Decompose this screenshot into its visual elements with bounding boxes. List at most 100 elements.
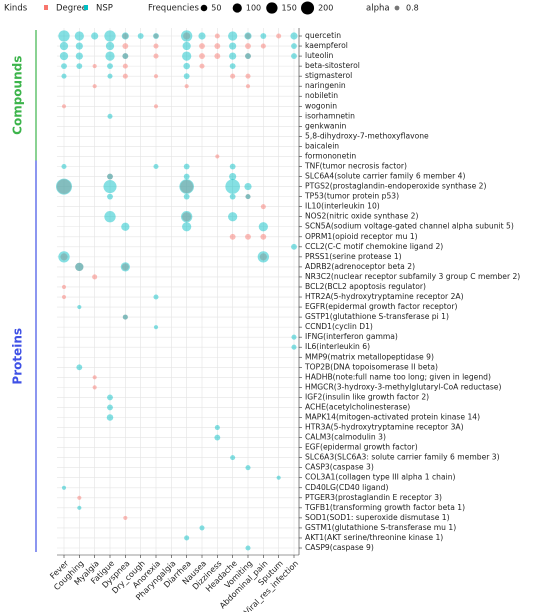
bubble	[245, 545, 251, 551]
legend-size-label: 50	[211, 4, 221, 13]
bubble	[58, 30, 70, 42]
bubble	[121, 263, 129, 271]
y-tick-label: CALM3(calmodulin 3)	[305, 433, 386, 442]
y-tick-label: isorhamnetin	[305, 111, 355, 120]
bubble	[199, 53, 205, 59]
bubble	[107, 193, 113, 200]
y-tick-label: stigmasterol	[305, 71, 352, 80]
bubble	[60, 253, 68, 261]
bubble	[245, 43, 251, 49]
bubble	[153, 33, 159, 39]
bubble	[107, 113, 113, 119]
bubble	[104, 211, 116, 223]
legend-title: Frequencies	[148, 4, 199, 14]
y-tick-label: EGF(epidermal growth factor)	[305, 443, 418, 452]
y-tick-label: GSTP1(glutathione S-transferase pi 1)	[305, 312, 449, 321]
y-tick-label: IL6(interleukin 6)	[305, 342, 370, 351]
bubble	[107, 173, 113, 180]
y-tick-label: MMP9(matrix metallopeptidase 9)	[305, 352, 434, 361]
y-tick-label: beta-sitosterol	[305, 61, 360, 70]
bubble	[153, 43, 159, 49]
bubble	[107, 73, 113, 79]
bubble	[120, 262, 130, 272]
bubble	[245, 465, 251, 471]
bubble	[91, 32, 99, 40]
bubble	[183, 32, 191, 40]
bubble	[105, 51, 115, 61]
y-tick-label: MAPK14(mitogen-activated protein kinase …	[305, 412, 480, 421]
bubble	[199, 525, 205, 531]
bubble	[291, 43, 297, 49]
bubble	[137, 33, 144, 39]
y-tick-label: BCL2(BCL2 apoptosis regulator)	[305, 282, 426, 291]
y-tick-label: SCN5A(sodium voltage-gated channel alpha…	[305, 222, 514, 231]
y-tick-label: IGF2(insulin like growth factor 2)	[305, 392, 429, 401]
bubble	[225, 179, 240, 194]
bubble	[182, 51, 192, 61]
y-tick-label: naringenin	[305, 81, 346, 90]
y-tick-label: genkwanin	[305, 121, 346, 130]
bubble	[259, 253, 267, 261]
y-tick-label: HTR2A(5-hydroxytryptamine receptor 2A)	[305, 292, 464, 301]
y-tick-label: OPRM1(opioid receptor mu 1)	[305, 232, 418, 241]
bubble	[183, 73, 190, 80]
y-tick-label: GSTM1(glutathione S-transferase mu 1)	[305, 523, 456, 532]
bubble	[229, 63, 236, 70]
bubble	[77, 304, 82, 310]
bubble	[291, 243, 297, 250]
legend-size	[232, 3, 242, 13]
legend-size-label: 100	[246, 4, 261, 13]
bubble	[245, 194, 251, 200]
bubble	[107, 173, 113, 180]
bubble	[153, 33, 159, 39]
bubble	[245, 33, 251, 39]
bubble	[291, 53, 297, 59]
bubble	[75, 262, 84, 272]
bubble	[245, 194, 251, 200]
bubble	[122, 73, 128, 79]
bubble	[291, 344, 297, 350]
bubble	[179, 179, 194, 194]
bubble	[61, 163, 67, 170]
bubble	[75, 262, 84, 272]
y-tick-label: quercetin	[305, 31, 341, 40]
y-tick-label: IL10(interleukin 10)	[305, 202, 380, 211]
bubble	[61, 294, 67, 300]
y-tick-label: AKT1(AKT serine/threonine kinase 1)	[305, 533, 443, 542]
bubble	[229, 52, 237, 60]
bubble	[122, 53, 129, 59]
bubble	[106, 414, 114, 421]
bubble	[244, 32, 252, 40]
bubble	[92, 274, 98, 280]
bubble	[214, 434, 221, 441]
bubble	[181, 211, 193, 223]
bubble	[61, 104, 67, 109]
y-tick-label: NOS2(nitric oxide synthase 2)	[305, 212, 418, 221]
bubble	[92, 84, 97, 89]
bubble	[214, 33, 220, 39]
bubble	[183, 163, 190, 170]
bubble	[92, 375, 97, 380]
bubble	[92, 64, 97, 69]
bubble	[58, 251, 70, 263]
y-tick-label: SOD1(SOD1: superoxide dismutase 1)	[305, 513, 450, 522]
legend-size-label: 150	[282, 4, 297, 13]
bubble	[276, 33, 282, 39]
y-tick-label: formononetin	[305, 151, 356, 160]
legend-alpha	[394, 5, 400, 11]
y-tick-label: luteolin	[305, 51, 333, 60]
bubble	[153, 325, 159, 330]
y-tick-label: TP53(tumor protein p53)	[304, 192, 399, 201]
bubble	[77, 495, 82, 500]
bubble	[122, 314, 128, 320]
bubble	[56, 179, 72, 194]
legend-alpha-label: 0.8	[406, 4, 419, 13]
legend-size	[200, 4, 208, 12]
bubble	[198, 32, 206, 40]
bubble	[230, 73, 236, 79]
bubble	[290, 32, 298, 40]
bubble	[182, 41, 191, 51]
bubble	[229, 163, 236, 170]
bubble	[121, 32, 129, 40]
